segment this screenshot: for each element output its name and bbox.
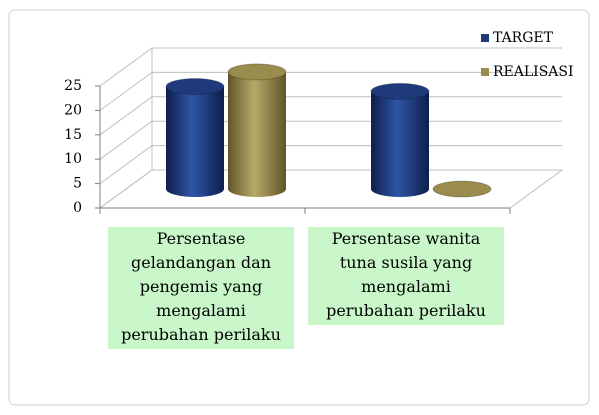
bar-body <box>166 86 224 197</box>
y-tick-label: 10 <box>64 151 82 167</box>
x-category-label: Persentase wanita tuna susila yang menga… <box>308 227 504 325</box>
bar <box>370 82 430 197</box>
y-tick-label: 25 <box>64 78 82 94</box>
bar <box>165 78 225 197</box>
y-tick-label: 0 <box>73 200 82 216</box>
bar-body <box>228 71 286 197</box>
y-tick-label: 20 <box>64 102 82 118</box>
bar-top <box>227 63 287 81</box>
bar-body <box>371 91 429 197</box>
bar <box>432 180 492 198</box>
y-tick-label: 15 <box>64 127 82 143</box>
y-tick-label: 5 <box>73 176 82 192</box>
legend-swatch <box>481 34 489 42</box>
x-category-label: Persentase gelandangan dan pengemis yang… <box>108 227 294 349</box>
grid-line <box>99 47 562 87</box>
bar-top <box>370 82 430 100</box>
legend-swatch <box>481 68 489 76</box>
bar <box>227 63 287 197</box>
legend-label: REALISASI <box>493 64 574 80</box>
bar-top <box>432 180 492 198</box>
legend-label: TARGET <box>493 30 554 46</box>
bar-top <box>165 78 225 96</box>
grid-line <box>99 71 562 111</box>
